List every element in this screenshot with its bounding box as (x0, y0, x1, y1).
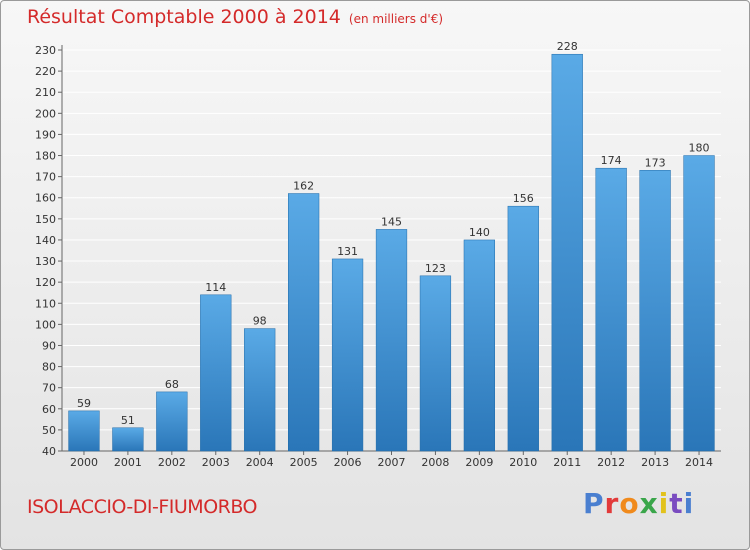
value-label-2008: 123 (425, 262, 446, 275)
proxiti-logo[interactable]: Proxiti (583, 487, 695, 520)
value-label-2004: 98 (253, 315, 267, 328)
chart-title: Résultat Comptable 2000 à 2014 (en millie… (27, 6, 443, 28)
y-tick-label: 170 (35, 171, 56, 184)
x-tick-label-2012: 2012 (597, 456, 625, 469)
value-label-2001: 51 (121, 414, 135, 427)
x-tick-label-2005: 2005 (290, 456, 318, 469)
value-label-2012: 174 (601, 154, 622, 167)
y-tick-label: 100 (35, 318, 56, 331)
bar-2007 (375, 229, 408, 452)
y-tick-label: 180 (35, 150, 56, 163)
value-label-2011: 228 (557, 40, 578, 53)
value-label-2002: 68 (165, 378, 179, 391)
bars (68, 53, 715, 452)
bar-2010 (507, 205, 539, 452)
value-label-2009: 140 (469, 226, 490, 239)
chart-title-text: Résultat Comptable 2000 à 2014 (27, 6, 341, 28)
y-tick-label: 80 (42, 361, 56, 374)
y-tick-label: 220 (35, 65, 56, 78)
x-tick-label-2011: 2011 (553, 456, 581, 469)
y-tick-label: 160 (35, 192, 56, 205)
y-tick-label: 120 (35, 276, 56, 289)
bar-2002 (156, 391, 188, 452)
y-tick-label: 60 (42, 403, 56, 416)
value-label-2013: 173 (645, 156, 666, 169)
y-tick-label: 40 (42, 445, 56, 458)
value-label-2014: 180 (689, 142, 710, 155)
x-tick-label-2014: 2014 (685, 456, 713, 469)
bar-2014 (683, 155, 715, 452)
x-tick-label-2007: 2007 (378, 456, 406, 469)
y-tick-label: 200 (35, 107, 56, 120)
y-tick-label: 140 (35, 234, 56, 247)
value-label-2010: 156 (513, 192, 534, 205)
y-tick-label: 210 (35, 86, 56, 99)
x-tick-label-2002: 2002 (158, 456, 186, 469)
y-tick-label: 150 (35, 213, 56, 226)
x-tick-label-2010: 2010 (509, 456, 537, 469)
x-tick-label-2006: 2006 (334, 456, 362, 469)
commune-name: ISOLACCIO-DI-FIUMORBO (27, 496, 258, 518)
bar-2004 (244, 328, 276, 452)
bar-2001 (112, 427, 144, 452)
x-tick-label-2004: 2004 (246, 456, 274, 469)
y-tick-label: 110 (35, 297, 56, 310)
y-tick-label: 230 (35, 44, 56, 57)
tick-labels: 40 50 60 70 80 90 100 110 120 130 140 150 160 170 180 1… (35, 44, 713, 469)
bar-2009 (463, 239, 495, 452)
x-tick-label-2009: 2009 (465, 456, 493, 469)
bar-2008 (419, 275, 452, 452)
y-tick-label: 190 (35, 128, 56, 141)
y-tick-label: 130 (35, 255, 56, 268)
value-labels: 59 51 68 114 98 162 131 145 123 140 156 228 174 173 18… (77, 40, 710, 427)
value-label-2007: 145 (381, 215, 402, 228)
value-label-2000: 59 (77, 397, 91, 410)
bar-2013 (639, 170, 671, 452)
bar-2003 (200, 294, 232, 452)
value-label-2003: 114 (205, 281, 226, 294)
bar-2012 (595, 167, 627, 452)
y-tick-label: 90 (42, 339, 56, 352)
value-label-2006: 131 (337, 245, 358, 258)
bar-2011 (551, 53, 583, 452)
x-tick-label-2000: 2000 (70, 456, 98, 469)
bar-2005 (288, 193, 320, 452)
x-tick-label-2001: 2001 (114, 456, 142, 469)
x-tick-label-2013: 2013 (641, 456, 669, 469)
x-tick-label-2003: 2003 (202, 456, 230, 469)
y-tick-label: 50 (42, 424, 56, 437)
bar-2000 (68, 410, 100, 452)
x-tick-label-2008: 2008 (421, 456, 449, 469)
chart-subtitle: (en milliers d'€) (348, 12, 444, 26)
bar-2006 (331, 258, 364, 452)
y-tick-label: 70 (42, 382, 56, 395)
value-label-2005: 162 (293, 180, 314, 193)
